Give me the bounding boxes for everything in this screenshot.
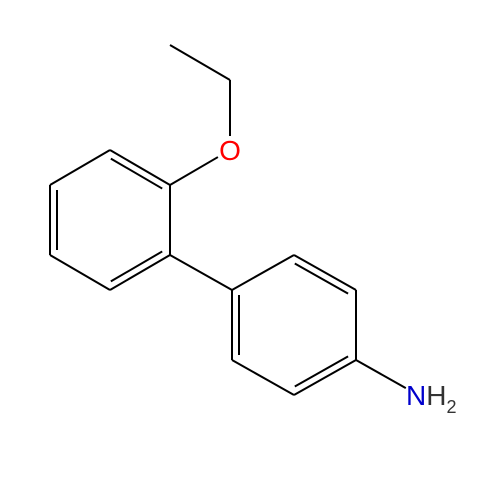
bond — [50, 255, 110, 290]
bond — [294, 255, 356, 290]
molecule-diagram: O NH2 — [0, 0, 500, 500]
bond — [295, 356, 348, 386]
bond — [294, 360, 356, 395]
bond — [50, 150, 110, 185]
bond — [170, 157, 218, 185]
bond — [232, 360, 294, 395]
bond — [110, 150, 170, 185]
bond — [170, 45, 230, 80]
atom-label-O: O — [219, 135, 241, 166]
bond — [110, 255, 170, 290]
bond — [111, 159, 162, 189]
bond — [295, 263, 348, 293]
bond — [170, 255, 232, 290]
bond — [356, 360, 406, 388]
bond — [111, 251, 162, 281]
bond — [232, 255, 294, 290]
atom-label-N: NH2 — [406, 380, 456, 417]
